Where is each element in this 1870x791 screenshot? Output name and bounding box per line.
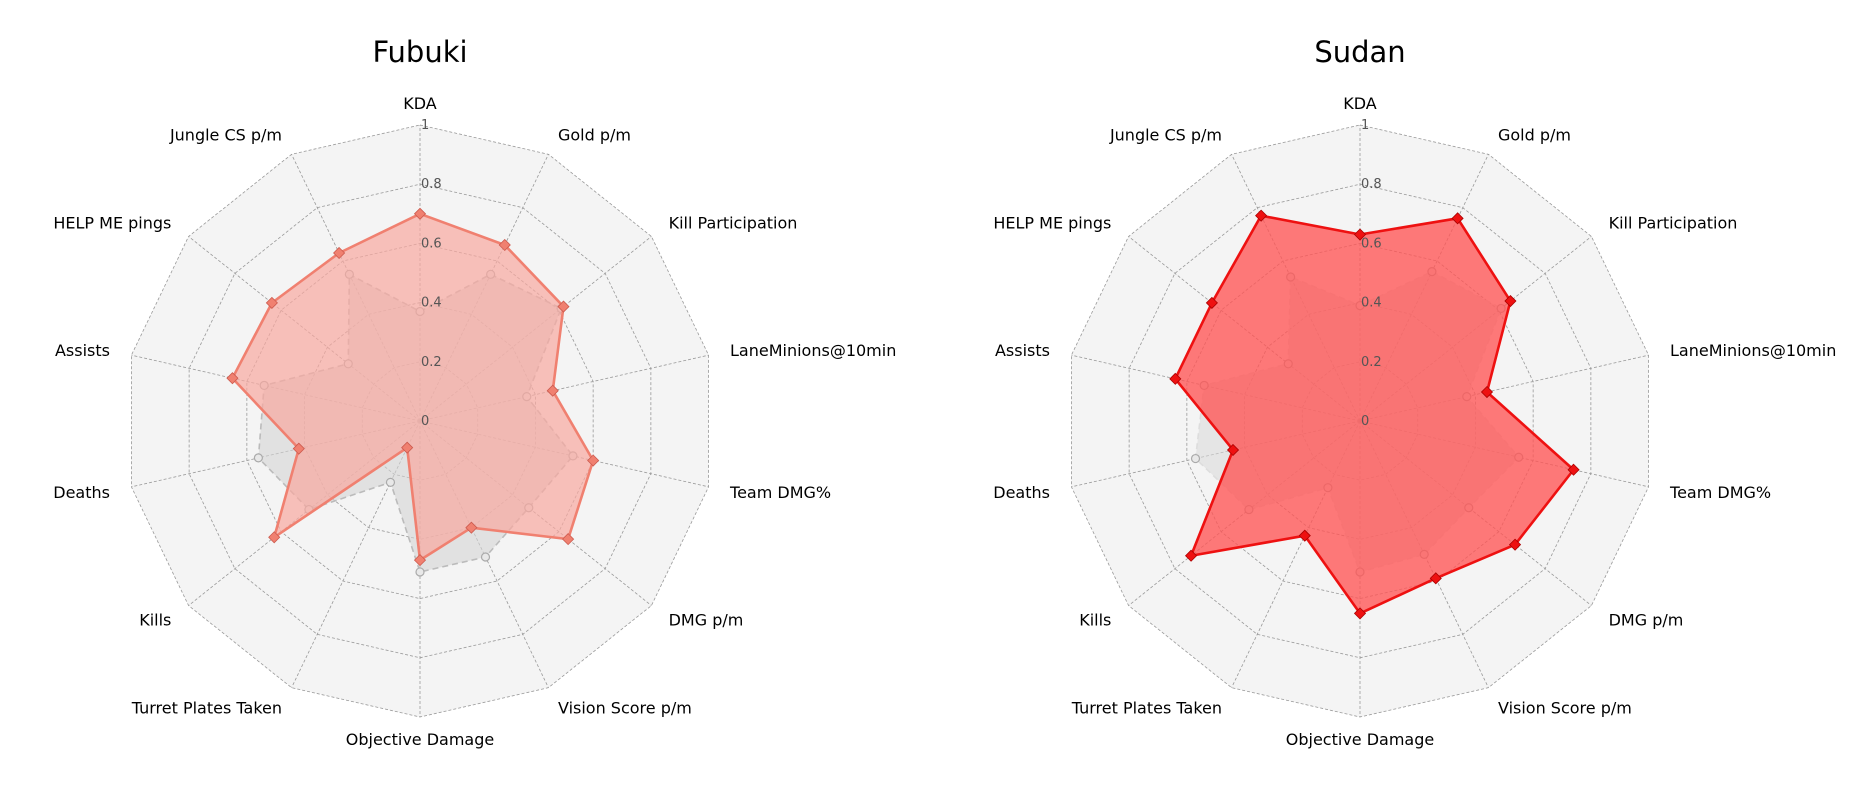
r-tick-label: 0.6	[1361, 236, 1382, 251]
r-tick-label: 0.8	[421, 177, 442, 192]
category-label: Kills	[139, 610, 171, 629]
category-label: Turret Plates Taken	[1071, 699, 1222, 718]
category-label: Vision Score p/m	[558, 699, 692, 718]
data-point	[1190, 453, 1201, 464]
category-label: Turret Plates Taken	[131, 699, 282, 718]
category-label: DMG p/m	[1609, 610, 1684, 629]
data-point	[562, 533, 575, 546]
category-label: Objective Damage	[346, 730, 494, 749]
category-label: Kill Participation	[669, 214, 798, 233]
category-label: Jungle CS p/m	[1109, 125, 1222, 144]
data-point	[1480, 385, 1494, 399]
category-label: Assists	[55, 341, 110, 360]
series-0	[226, 207, 600, 567]
data-point	[1226, 443, 1240, 457]
category-label: Kills	[1079, 610, 1111, 629]
category-label: Objective Damage	[1286, 730, 1434, 749]
category-label: Jungle CS p/m	[169, 125, 282, 144]
grid-spoke	[291, 420, 421, 688]
data-point	[1567, 463, 1580, 476]
data-point	[480, 552, 491, 562]
data-point	[401, 441, 414, 454]
category-label: Team DMG%	[729, 483, 831, 502]
category-label: Gold p/m	[558, 125, 631, 144]
data-point	[1205, 296, 1218, 309]
data-point	[498, 238, 511, 252]
data-point	[1169, 372, 1182, 385]
chart-title: Fubuki	[372, 35, 467, 69]
r-tick-label: 1	[1361, 118, 1369, 133]
data-point	[413, 554, 427, 567]
category-label: Vision Score p/m	[1498, 699, 1632, 718]
r-tick-label: 0.6	[421, 236, 442, 251]
category-label: LaneMinions@10min	[1670, 341, 1836, 360]
data-point	[253, 453, 263, 463]
data-point	[546, 384, 559, 397]
data-point	[413, 207, 427, 220]
data-point	[415, 567, 425, 577]
data-point	[268, 531, 281, 544]
data-point	[1353, 607, 1367, 620]
category-label: Kill Participation	[1609, 214, 1738, 233]
data-point	[226, 372, 239, 385]
r-tick-label: 0.4	[421, 296, 442, 311]
data-point	[385, 477, 396, 487]
radar-chart-1: 0 0.2 0.4 0.6 0.8 1 KDA Gold p/m Kill Participat…	[993, 35, 1836, 749]
category-label: KDA	[403, 94, 437, 113]
category-label: KDA	[1343, 94, 1377, 113]
category-label: HELP ME pings	[53, 214, 171, 233]
data-point	[292, 442, 305, 455]
grid-spoke	[419, 354, 709, 422]
r-tick-label: 1	[421, 118, 429, 133]
r-tick-label: 0	[421, 414, 429, 429]
r-tick-label: 0	[1361, 414, 1369, 429]
data-point	[1184, 549, 1198, 562]
category-label: LaneMinions@10min	[730, 341, 896, 360]
series-0	[1169, 209, 1580, 620]
data-point	[1451, 212, 1464, 225]
data-point	[333, 246, 346, 260]
category-label: Team DMG%	[1669, 483, 1771, 502]
data-point	[1429, 572, 1442, 585]
category-label: Assists	[995, 341, 1050, 360]
category-label: Deaths	[53, 483, 110, 502]
data-point	[1298, 529, 1311, 542]
radar-chart-0: 0 0.2 0.4 0.6 0.8 1 KDA Gold p/m Kill Participat…	[53, 35, 896, 749]
data-point	[587, 454, 600, 467]
r-tick-label: 0.2	[1361, 355, 1382, 370]
data-point	[1504, 294, 1517, 308]
data-point	[557, 300, 570, 313]
chart-title: Sudan	[1314, 35, 1405, 69]
r-tick-label: 0.8	[1361, 177, 1382, 192]
data-point	[1255, 209, 1268, 222]
category-label: HELP ME pings	[993, 214, 1111, 233]
data-point	[1508, 538, 1522, 551]
grid-spoke	[1359, 354, 1649, 422]
r-tick-label: 0.4	[1361, 296, 1382, 311]
r-tick-label: 0.2	[421, 355, 442, 370]
grid-spoke	[1231, 420, 1361, 688]
category-label: Gold p/m	[1498, 125, 1571, 144]
data-point	[465, 521, 478, 534]
data-point	[265, 296, 278, 309]
category-label: Deaths	[993, 483, 1050, 502]
data-point	[1353, 228, 1367, 241]
category-label: DMG p/m	[669, 610, 744, 629]
